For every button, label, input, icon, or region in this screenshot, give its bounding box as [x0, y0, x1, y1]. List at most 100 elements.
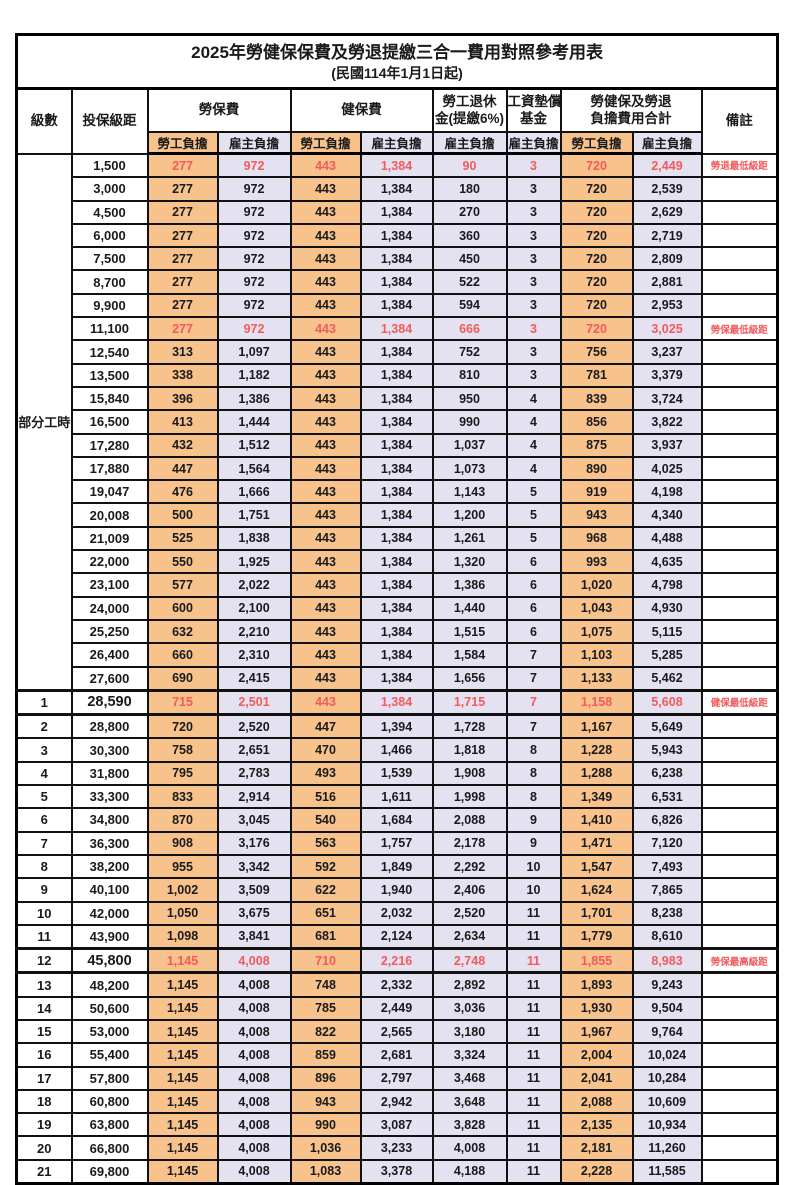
cell-labor-employer: 972	[216, 222, 292, 249]
cell-pension-employer: 950	[431, 385, 508, 412]
cell-bracket: 27,600	[70, 665, 149, 692]
table-row: 5 33,300 833 2,914 516 1,611 1,998 8 1,349 6,531	[15, 784, 779, 810]
cell-health-employee: 443	[289, 549, 362, 575]
cell-health-employee: 447	[289, 713, 362, 740]
cell-labor-employer: 3,509	[216, 877, 292, 903]
cell-health-employee: 443	[289, 176, 362, 202]
table-row: 19 63,800 1,145 4,008 990 3,087 3,828 11 2,135 10…	[15, 1112, 779, 1138]
table-row: 4,500 277 972 443 1,384 270 3 720 2,629	[17, 199, 779, 225]
cell-total-employer: 5,115	[631, 618, 703, 645]
cell-labor-employer: 972	[216, 269, 292, 295]
cell-pension-employer: 90	[431, 152, 508, 179]
cell-bracket: 23,100	[70, 572, 149, 598]
cell-pension-employer: 360	[431, 222, 508, 249]
table-row: 21 69,800 1,145 4,008 1,083 3,378 4,188 11 2,228…	[15, 1158, 779, 1185]
cell-labor-employee: 795	[146, 760, 219, 787]
cell-level: 3	[15, 737, 73, 763]
header-pension: 勞工退休 金(提繳6%)	[431, 87, 508, 133]
cell-total-employee: 919	[559, 479, 634, 505]
cell-labor-employee: 1,145	[146, 947, 219, 975]
cell-total-employee: 1,701	[559, 900, 634, 926]
cell-labor-employee: 833	[146, 784, 219, 810]
cell-health-employer: 1,384	[359, 362, 434, 388]
cell-pension-employer: 522	[431, 269, 508, 295]
cell-labor-employee: 1,145	[146, 1018, 219, 1045]
cell-total-employee: 2,004	[559, 1042, 634, 1068]
header-total-employee: 勞工負擔	[559, 131, 634, 155]
table-row: 9 40,100 1,002 3,509 622 1,940 2,406 10 1,624 7,8…	[15, 877, 779, 903]
cell-labor-employer: 4,008	[216, 1018, 292, 1045]
cell-labor-employer: 1,512	[216, 432, 292, 458]
cell-labor-employee: 1,145	[146, 971, 219, 998]
table-row: 7 36,300 908 3,176 563 1,757 2,178 9 1,471 7,120	[15, 830, 779, 856]
cell-total-employer: 2,809	[631, 246, 703, 272]
cell-wage-fund-employer: 11	[505, 971, 562, 998]
cell-total-employee: 2,228	[559, 1158, 634, 1185]
cell-wage-fund-employer: 7	[505, 688, 562, 717]
cell-wage-fund-employer: 11	[505, 1042, 562, 1068]
table-row: 20 66,800 1,145 4,008 1,036 3,233 4,008 11 2,181…	[15, 1135, 779, 1161]
cell-wage-fund-employer: 5	[505, 502, 562, 528]
cell-total-employee: 720	[559, 176, 634, 202]
cell-labor-employer: 972	[216, 316, 292, 342]
cell-total-employee: 1,349	[559, 784, 634, 810]
cell-wage-fund-employer: 4	[505, 385, 562, 412]
cell-total-employee: 1,893	[559, 971, 634, 998]
table-row: 13 48,200 1,145 4,008 748 2,332 2,892 11 1,893 9,…	[15, 971, 779, 998]
cell-pension-employer: 1,073	[431, 455, 508, 482]
cell-total-employee: 1,930	[559, 995, 634, 1021]
cell-health-employer: 1,384	[359, 269, 434, 295]
cell-total-employer: 2,449	[631, 152, 703, 179]
cell-total-employee: 1,133	[559, 665, 634, 692]
cell-remark	[700, 1018, 779, 1045]
cell-total-employee: 856	[559, 409, 634, 435]
cell-health-employer: 1,384	[359, 385, 434, 412]
cell-labor-employee: 396	[146, 385, 219, 412]
cell-labor-employer: 972	[216, 246, 292, 272]
header-total-line2: 負擔費用合計	[590, 110, 672, 126]
cell-bracket: 13,500	[70, 362, 149, 388]
cell-total-employee: 943	[559, 502, 634, 528]
cell-pension-employer: 2,892	[431, 971, 508, 998]
cell-health-employee: 443	[289, 455, 362, 482]
cell-health-employee: 859	[289, 1042, 362, 1068]
cell-pension-employer: 1,728	[431, 713, 508, 740]
cell-level: 20	[15, 1135, 73, 1161]
cell-pension-employer: 1,440	[431, 595, 508, 621]
cell-pension-employer: 1,037	[431, 432, 508, 458]
cell-total-employee: 1,624	[559, 877, 634, 903]
cell-labor-employee: 955	[146, 853, 219, 880]
cell-remark	[700, 246, 779, 272]
cell-wage-fund-employer: 11	[505, 1158, 562, 1185]
cell-bracket: 53,000	[70, 1018, 149, 1045]
header-pension-employer: 雇主負擔	[431, 131, 508, 155]
cell-labor-employee: 1,050	[146, 900, 219, 926]
cell-total-employee: 1,547	[559, 853, 634, 880]
cell-bracket: 24,000	[70, 595, 149, 621]
cell-total-employee: 720	[559, 269, 634, 295]
cell-labor-employee: 476	[146, 479, 219, 505]
cell-remark	[700, 479, 779, 505]
cell-wage-fund-employer: 3	[505, 316, 562, 342]
cell-health-employer: 1,384	[359, 199, 434, 225]
cell-total-employer: 2,881	[631, 269, 703, 295]
cell-wage-fund-employer: 11	[505, 1018, 562, 1045]
cell-remark	[700, 971, 779, 998]
cell-total-employer: 6,238	[631, 760, 703, 787]
cell-total-employee: 1,158	[559, 688, 634, 717]
cell-bracket: 50,600	[70, 995, 149, 1021]
cell-labor-employee: 277	[146, 246, 219, 272]
cell-bracket: 16,500	[70, 409, 149, 435]
cell-wage-fund-employer: 3	[505, 222, 562, 249]
cell-health-employee: 443	[289, 432, 362, 458]
cell-level: 4	[15, 760, 73, 787]
cell-pension-employer: 1,261	[431, 525, 508, 552]
cell-total-employer: 7,120	[631, 830, 703, 856]
cell-total-employee: 2,135	[559, 1112, 634, 1138]
table-row: 2 28,800 720 2,520 447 1,394 1,728 7 1,167 5,649	[15, 713, 779, 740]
cell-wage-fund-employer: 11	[505, 1088, 562, 1115]
table-row: 25,250 632 2,210 443 1,384 1,515 6 1,075 5,115	[17, 618, 779, 645]
cell-remark	[700, 784, 779, 810]
cell-health-employee: 785	[289, 995, 362, 1021]
cell-wage-fund-employer: 9	[505, 830, 562, 856]
